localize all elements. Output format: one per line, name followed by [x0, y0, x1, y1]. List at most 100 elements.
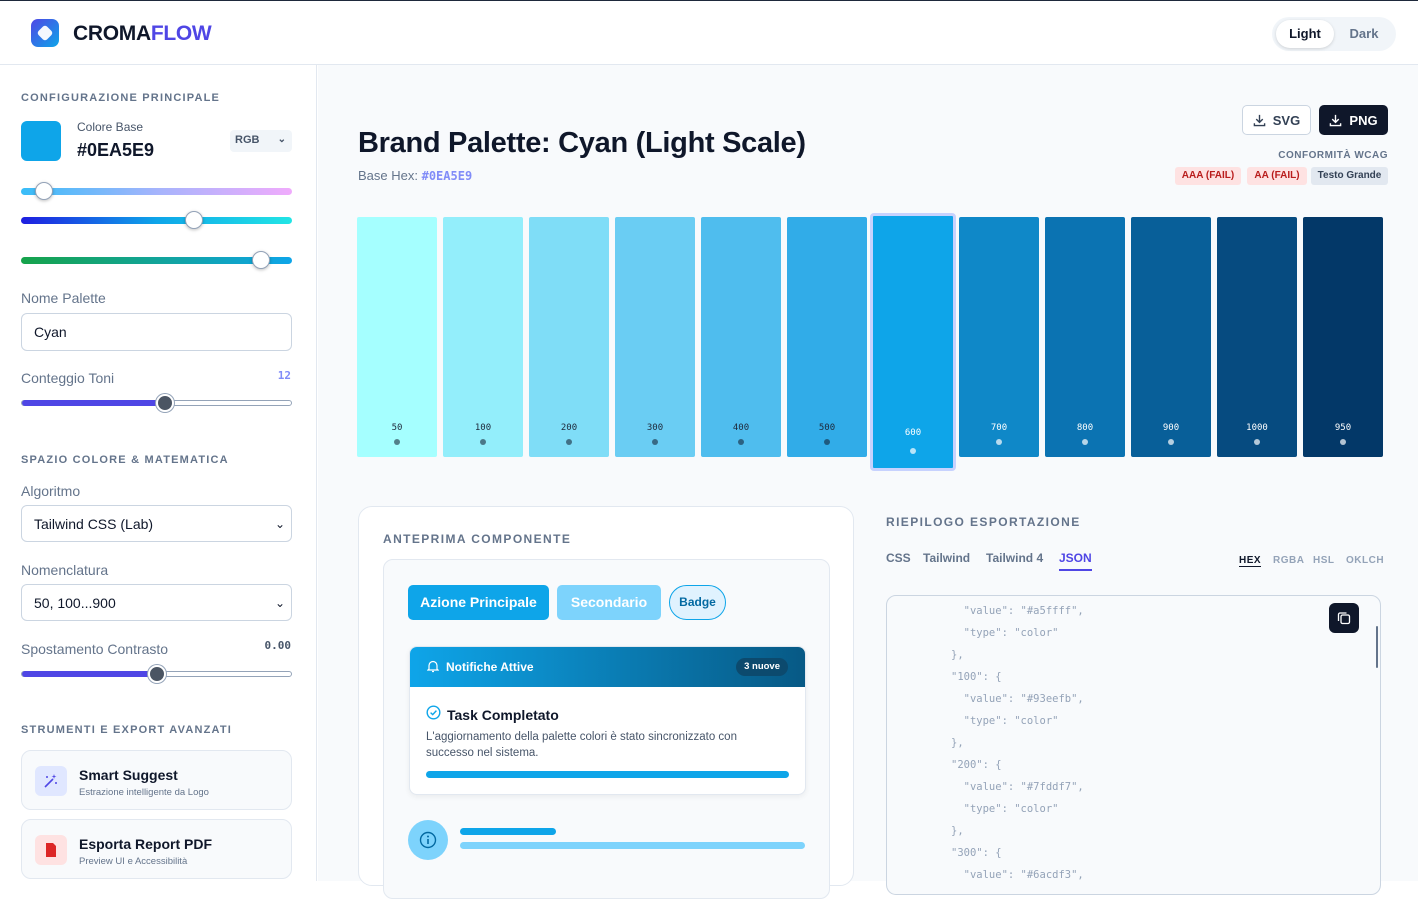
swatch-indicator-dot — [566, 439, 572, 445]
algorithm-label: Algoritmo — [21, 483, 81, 499]
format-hex[interactable]: HEX — [1239, 555, 1262, 567]
export-pdf-title: Esporta Report PDF — [79, 836, 213, 852]
swatch-label: 200 — [560, 423, 578, 433]
brand-part-2: FLOW — [150, 22, 212, 45]
palette-swatches: 50 100 200 300 400 500 600 700 800 900 1000 950 — [357, 213, 1383, 471]
pdf-file-icon — [35, 835, 67, 865]
swatch-label: 300 — [646, 423, 664, 433]
window-top-border — [0, 0, 1418, 1]
config-section-title: CONFIGURAZIONE PRINCIPALE — [21, 92, 221, 104]
palette-swatch-950[interactable]: 950 — [1303, 217, 1383, 457]
bell-icon — [427, 660, 439, 673]
swatch-label: 900 — [1162, 423, 1180, 433]
brand-name: CROMAFLOW — [73, 22, 212, 46]
format-rgba[interactable]: RGBA — [1273, 555, 1305, 566]
swatch-indicator-dot — [1168, 439, 1174, 445]
export-svg-label: SVG — [1272, 112, 1301, 128]
swatch-label: 700 — [990, 423, 1008, 433]
contrast-fill — [22, 671, 158, 677]
base-hex-line: Base Hex: #0EA5E9 — [358, 168, 472, 183]
algorithm-select[interactable]: Tailwind CSS (Lab) ⌄ — [21, 505, 292, 542]
skeleton-line-short — [460, 828, 556, 835]
swatch-indicator-dot — [394, 439, 400, 445]
tab-css[interactable]: CSS — [886, 551, 911, 565]
swatch-label: 800 — [1076, 423, 1094, 433]
wcag-aaa-badge: AAA (FAIL) — [1175, 167, 1241, 185]
export-pdf-card[interactable]: Esporta Report PDF Preview UI e Accessib… — [21, 819, 292, 879]
notification-count-badge: 3 nuove — [736, 658, 788, 676]
chevron-down-icon: ⌄ — [277, 134, 286, 145]
export-code-box[interactable]: "value": "#a5ffff", "type": "color" }, "… — [886, 595, 1381, 895]
saturation-slider-track[interactable] — [21, 217, 292, 224]
palette-swatch-900[interactable]: 900 — [1131, 217, 1211, 457]
component-preview-card: ANTEPRIMA COMPONENTE Azione Principale S… — [358, 506, 854, 899]
palette-name-label: Nome Palette — [21, 290, 106, 306]
lightness-slider-track[interactable] — [21, 257, 292, 264]
base-color-label: Colore Base — [77, 120, 144, 134]
swatch-indicator-dot — [824, 439, 830, 445]
notification-header: Notifiche Attive 3 nuove — [410, 647, 805, 687]
saturation-slider-thumb[interactable] — [185, 211, 203, 229]
nomenclature-label: Nomenclatura — [21, 562, 109, 578]
lightness-slider-thumb[interactable] — [252, 251, 270, 269]
task-description: L'aggiornamento della palette colori è s… — [426, 731, 737, 759]
base-hex-value: #0EA5E9 — [421, 169, 473, 183]
base-color-swatch[interactable] — [21, 121, 61, 161]
tab-json[interactable]: JSON — [1059, 551, 1092, 571]
chevron-down-icon: ⌄ — [274, 517, 285, 531]
theme-light-button[interactable]: Light — [1276, 20, 1334, 48]
palette-swatch-50[interactable]: 50 — [357, 217, 437, 457]
primary-action-button[interactable]: Azione Principale — [408, 585, 549, 620]
nomenclature-value: 50, 100...900 — [34, 595, 116, 611]
tone-count-thumb[interactable] — [155, 394, 174, 412]
code-scrollbar[interactable] — [1376, 626, 1378, 668]
swatch-indicator-dot — [910, 448, 916, 454]
swatch-label: 400 — [732, 423, 750, 433]
theme-dark-button[interactable]: Dark — [1349, 26, 1379, 41]
smart-suggest-card[interactable]: Smart Suggest Estrazione intelligente da… — [21, 750, 292, 810]
hue-slider-track[interactable] — [21, 188, 292, 195]
wcag-large-text-badge: Testo Grande — [1311, 167, 1388, 185]
palette-swatch-1000[interactable]: 1000 — [1217, 217, 1297, 457]
palette-swatch-800[interactable]: 800 — [1045, 217, 1125, 457]
brand-part-1: CROMA — [73, 22, 151, 45]
tab-tailwind[interactable]: Tailwind — [923, 551, 971, 565]
palette-name-input[interactable]: Cyan — [21, 313, 292, 351]
contrast-label: Spostamento Contrasto — [21, 641, 169, 657]
base-hex-label: Base Hex: — [358, 168, 418, 183]
badge-pill: Badge — [669, 585, 726, 620]
palette-swatch-500[interactable]: 500 — [787, 217, 867, 457]
export-pdf-subtitle: Preview UI e Accessibilità — [79, 856, 188, 867]
app-header: CROMAFLOW Light Dark — [0, 1, 1418, 65]
contrast-thumb[interactable] — [147, 665, 166, 683]
format-hsl[interactable]: HSL — [1313, 555, 1335, 566]
hue-slider-thumb[interactable] — [35, 182, 53, 200]
color-mode-select[interactable]: RGB ⌄ — [230, 130, 292, 152]
tab-tailwind-4[interactable]: Tailwind 4 — [986, 551, 1044, 565]
smart-suggest-subtitle: Estrazione intelligente da Logo — [79, 787, 209, 798]
check-circle-icon — [426, 705, 441, 720]
swatch-indicator-dot — [1254, 439, 1260, 445]
palette-swatch-600[interactable]: 600 — [870, 213, 956, 471]
notification-card: Notifiche Attive 3 nuove Task Completato… — [409, 646, 806, 795]
palette-swatch-400[interactable]: 400 — [701, 217, 781, 457]
palette-swatch-100[interactable]: 100 — [443, 217, 523, 457]
nomenclature-select[interactable]: 50, 100...900 ⌄ — [21, 584, 292, 621]
palette-swatch-300[interactable]: 300 — [615, 217, 695, 457]
export-png-label: PNG — [1349, 112, 1378, 128]
wcag-title: CONFORMITÀ WCAG — [1278, 150, 1388, 161]
base-color-value[interactable]: #0EA5E9 — [77, 140, 155, 160]
format-oklch[interactable]: OKLCH — [1346, 555, 1385, 566]
secondary-button[interactable]: Secondario — [557, 585, 661, 620]
palette-swatch-700[interactable]: 700 — [959, 217, 1039, 457]
palette-swatch-200[interactable]: 200 — [529, 217, 609, 457]
tools-section-title: STRUMENTI E EXPORT AVANZATI — [21, 724, 233, 736]
swatch-label: 500 — [818, 423, 836, 433]
wcag-aa-badge: AA (FAIL) — [1247, 167, 1307, 185]
download-icon — [1253, 114, 1266, 126]
export-png-button[interactable]: PNG — [1319, 105, 1388, 135]
swatch-indicator-dot — [1082, 439, 1088, 445]
copy-button[interactable] — [1329, 603, 1359, 633]
export-svg-button[interactable]: SVG — [1242, 105, 1311, 135]
tone-count-value: 12 — [277, 369, 291, 382]
